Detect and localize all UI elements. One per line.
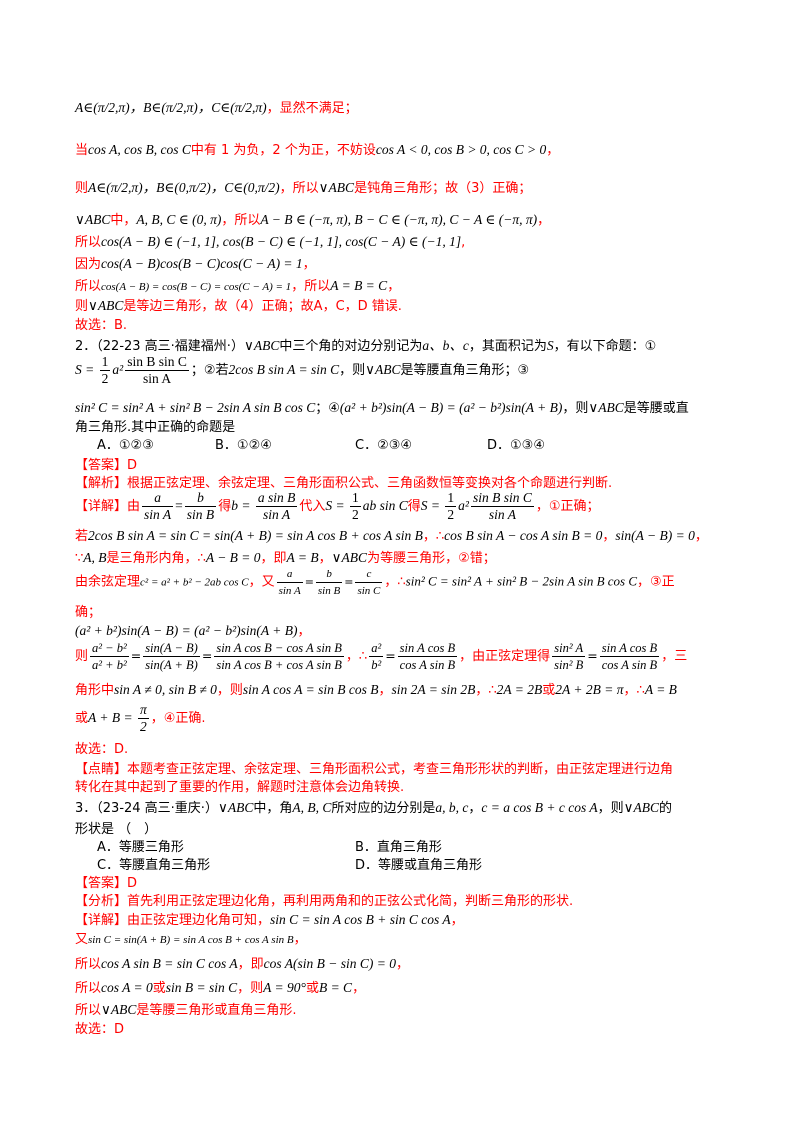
q2-detail-line-3: ∵A, B是三角形内角，∴A − B = 0，即A = B，∨ABC为等腰三角形… xyxy=(75,550,496,566)
q3-answer: 【答案】D xyxy=(75,876,138,891)
prev-line-1: A∈(π/2,π)，B∈(π/2,π)，C∈(π/2,π)，显然不满足； xyxy=(75,100,358,116)
q3-choose: 故选：D xyxy=(75,1022,125,1037)
option-c: C．②③④ xyxy=(355,438,413,453)
q2-analysis: 【解析】根据正弦定理、余弦定理、三角形面积公式、三角函数恒等变换对各个命题进行判… xyxy=(75,476,613,491)
q3-analysis: 【分析】首先利用正弦定理边化角，再利用两角和的正弦公式化简，判断三角形的形状. xyxy=(75,894,574,909)
q2-comment-line-1: 【点睛】本题考查正弦定理、余弦定理、三角形面积公式，考查三角形形状的判断，由正弦… xyxy=(75,762,674,777)
prev-line-5: 所以cos(A − B) ∈ (−1, 1], cos(B − C) ∈ (−1… xyxy=(75,234,466,250)
option-d: D．①③④ xyxy=(487,438,545,453)
option-a: A．等腰三角形 xyxy=(97,840,184,855)
prev-line-4: ∨ABC中，A, B, C ∈ (0, π)，所以A − B ∈ (−π, π)… xyxy=(75,212,551,228)
q3-stem-line-2: 形状是 （ ） xyxy=(75,822,158,837)
q2-detail-line-2: 若2cos B sin A = sin C = sin(A + B) = sin… xyxy=(75,528,708,544)
q2-comment-line-2: 转化在其中起到了重要的作用，解题时注意体会边角转换. xyxy=(75,780,405,795)
math-expression: A∈(π/2,π)，B∈(π/2,π)，C∈(π/2,π) xyxy=(75,100,267,115)
option-b: B．直角三角形 xyxy=(355,840,442,855)
option-a: A．①②③ xyxy=(97,438,154,453)
prev-line-8: 则∨ABC是等边三角形，故（4）正确；故A，C，D 错误. xyxy=(75,298,402,314)
option-b: B．①②④ xyxy=(215,438,272,453)
q2-detail-line-7: 则 a² − b² a² + b² = sin(A − B) sin(A + B) = sin… xyxy=(75,641,688,672)
q2-detail-line-6: (a² + b²)sin(A − B) = (a² − b²)sin(A + B… xyxy=(75,623,311,639)
prev-line-7: 所以cos(A − B) = cos(B − C) = cos(C − A) =… xyxy=(75,278,401,294)
triangle-symbol: ∨ABC xyxy=(318,180,355,195)
q2-detail-line-9: 或A + B = π 2 ，④正确. xyxy=(75,702,206,734)
q2-stem-line-1: 2．（22-23 高三·福建福州·）∨ABC中三个角的对边分别记为a、b、c，其… xyxy=(75,338,657,354)
prev-line-3: 则A∈(π/2,π)，B∈(0,π/2)，C∈(0,π/2)，所以∨ABC是钝角… xyxy=(75,180,532,196)
q2-choose: 故选：D. xyxy=(75,742,129,757)
option-c: C．等腰直角三角形 xyxy=(97,858,211,873)
q2-detail-line-8: 角形中sin A ≠ 0, sin B ≠ 0，则sin A cos A = s… xyxy=(75,682,677,698)
q3-detail-line-1: 【详解】由正弦定理边化角可知，sin C = sin A cos B + sin… xyxy=(75,912,464,928)
q2-stem-line-4: 角三角形.其中正确的命题是 xyxy=(75,420,236,435)
q2-detail-line-5: 确； xyxy=(75,605,102,620)
q2-answer: 【答案】D xyxy=(75,458,138,473)
prev-choose: 故选：B. xyxy=(75,318,128,333)
q3-detail-line-3: 所以cos A sin B = sin C cos A，即cos A(sin B… xyxy=(75,956,410,972)
option-d: D．等腰或直角三角形 xyxy=(355,858,483,873)
q3-detail-line-4: 所以cos A = 0或sin B = sin C，则A = 90°或B = C… xyxy=(75,980,366,996)
q2-stem-line-3: sin² C = sin² A + sin² B − 2sin A sin B … xyxy=(75,400,689,416)
q3-detail-line-5: 所以∨ABC是等腰三角形或直角三角形. xyxy=(75,1002,297,1018)
prev-line-6: 因为cos(A − B)cos(B − C)cos(C − A) = 1， xyxy=(75,256,316,272)
prev-line-2: 当cos A, cos B, cos C中有 1 为负，2 个为正，不妨设cos… xyxy=(75,142,560,158)
q3-detail-line-2: 又sin C = sin(A + B) = sin A cos B + cos … xyxy=(75,932,307,947)
q2-detail-line-4: 由余弦定理c² = a² + b² − 2ab cos C，又 a sin A = b s… xyxy=(75,568,675,597)
q3-stem-line-1: 3．（23-24 高三·重庆·）∨ABC中，角A, B, C所对应的边分别是a,… xyxy=(75,800,673,816)
